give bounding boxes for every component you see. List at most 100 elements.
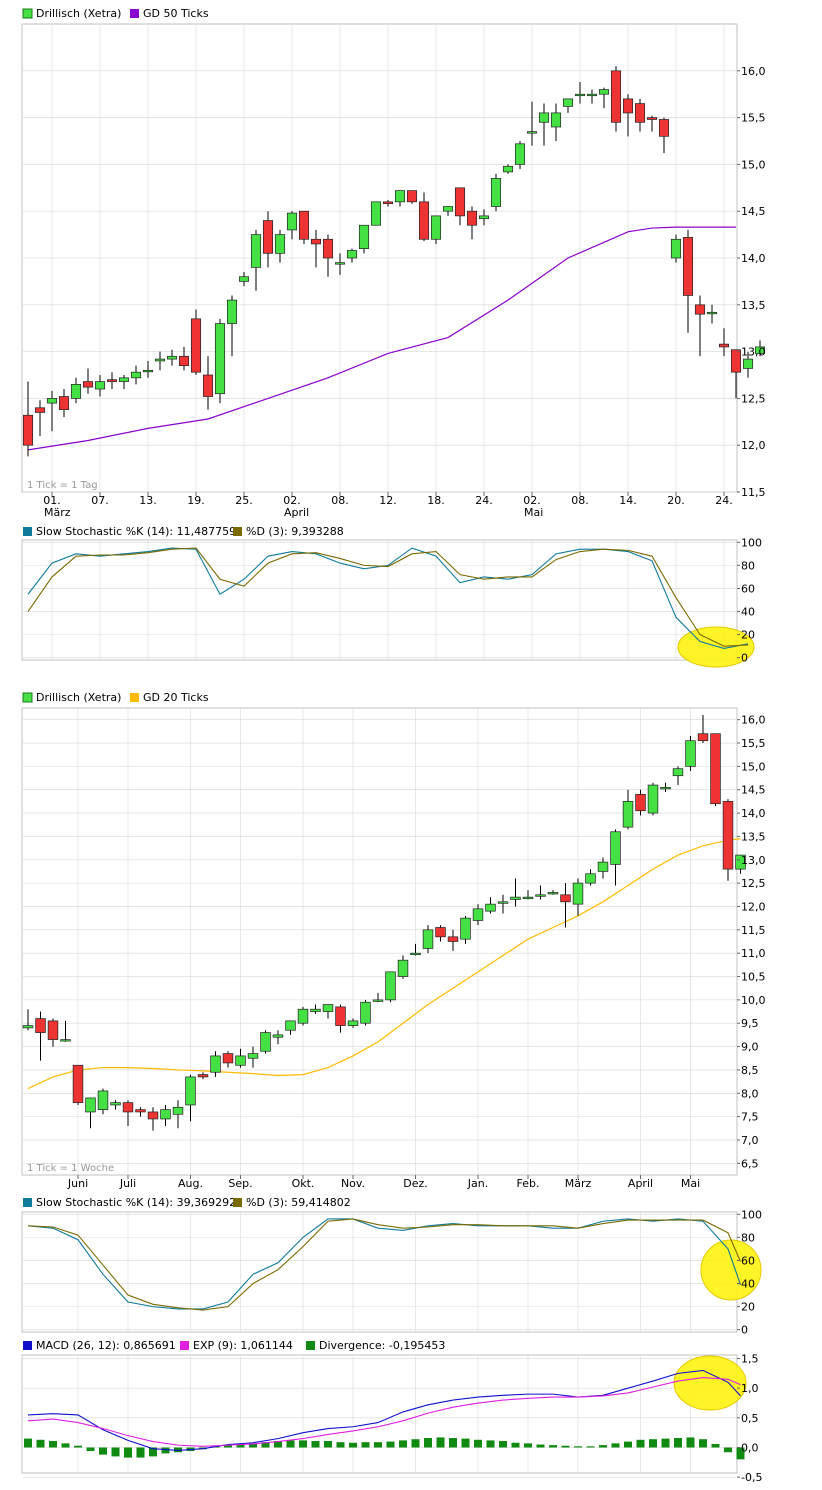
daily-legend-ma: GD 50 Ticks: [143, 7, 209, 20]
candle-up: [585, 873, 596, 884]
candle-up: [94, 381, 106, 390]
candle-up: [497, 901, 509, 904]
weekly-macd-lines: [27, 1369, 741, 1452]
ma-line: [27, 226, 736, 451]
y-tick-label: 16,0: [741, 65, 766, 78]
divergence-bar: [249, 1443, 257, 1448]
weekly-macd-panel: MACD (26, 12): 0,865691 EXP (9): 1,06114…: [21, 1339, 762, 1484]
ma20-legend-icon: [130, 693, 139, 702]
candle-down: [447, 936, 459, 942]
candle-down: [335, 1006, 346, 1026]
ma50-legend-icon: [130, 9, 139, 18]
candle-up: [394, 190, 406, 203]
candle-down: [560, 894, 571, 903]
candle-up: [490, 178, 502, 207]
candle-up: [272, 1034, 284, 1038]
divergence-bars: [24, 1437, 745, 1460]
divergence-bar: [261, 1442, 270, 1448]
daily-stoch-legend-k: Slow Stochastic %K (14): 11,487759: [36, 525, 236, 538]
candle-up: [510, 896, 521, 900]
candle-down: [718, 343, 730, 348]
k-legend-icon: [23, 1198, 32, 1207]
y-tick-label: 15,5: [741, 112, 766, 125]
d-legend-icon: [233, 527, 242, 536]
y-tick-label: 9,0: [741, 1041, 759, 1054]
divergence-bar: [524, 1443, 532, 1448]
y-tick-label: 12,0: [741, 900, 766, 913]
k-legend-icon: [23, 527, 32, 536]
candle-down: [135, 1109, 146, 1113]
candle-down: [710, 733, 721, 805]
divergence-bar: [461, 1438, 470, 1448]
candle-down: [72, 1064, 84, 1103]
divergence-bar: [411, 1439, 420, 1448]
divergence-bar: [711, 1443, 720, 1448]
x-tick-label: 25.: [235, 494, 253, 507]
divergence-bar: [174, 1447, 182, 1453]
divergence-bar: [674, 1438, 682, 1448]
y-tick-label: 14,0: [741, 252, 766, 265]
candle-down: [435, 927, 446, 938]
ma-line: [27, 838, 741, 1090]
x-tick-label: 20.: [667, 494, 685, 507]
y-tick-label: 12,0: [741, 439, 766, 452]
candle-down: [634, 103, 646, 123]
daily-ma50-line: [27, 226, 736, 451]
candle-down: [322, 238, 334, 259]
candle-down: [730, 349, 742, 373]
x-tick-label: 24.: [475, 494, 493, 507]
x-tick-label: März: [565, 1177, 592, 1190]
candle-up: [160, 1109, 171, 1120]
x-tick-label: Okt.: [292, 1177, 315, 1190]
daily-stoch-grid: [23, 541, 736, 659]
divergence-bar: [61, 1443, 70, 1448]
candle-up: [226, 299, 238, 324]
candle-up: [735, 854, 746, 870]
candle-up: [214, 323, 226, 395]
divergence-bar: [549, 1445, 557, 1448]
y-tick-label: 13,0: [741, 854, 766, 867]
divergence-bar: [299, 1440, 307, 1448]
series-line-0: [27, 1369, 741, 1452]
x-tick-label: 13.: [139, 494, 157, 507]
candle-up: [22, 1025, 34, 1029]
y-tick-label: 80: [741, 1231, 755, 1244]
candle-up: [502, 165, 514, 173]
month-label: Mai: [524, 506, 543, 519]
candle-up: [574, 93, 586, 97]
candle-up: [397, 959, 409, 977]
daily-price-panel: Drillisch (Xetra) GD 50 Ticks 11,5 12,0 12…: [21, 7, 766, 519]
x-tick-label: 12.: [379, 494, 397, 507]
weekly-stoch-legend-k: Slow Stochastic %K (14): 39,369292: [36, 1196, 236, 1209]
candle-up: [610, 831, 621, 865]
series-line-0: [27, 547, 749, 650]
weekly-plot-frame: [21, 707, 738, 1176]
y-tick-label: 10,0: [741, 994, 766, 1007]
candle-up: [235, 1055, 246, 1066]
x-tick-label: 08.: [331, 494, 349, 507]
daily-candles: [22, 66, 766, 457]
candle-down: [658, 119, 670, 137]
divergence-bar: [511, 1442, 520, 1448]
candle-up: [110, 1102, 121, 1106]
y-tick-label: 12,5: [741, 392, 766, 405]
divergence-bar: [611, 1443, 620, 1448]
candle-up: [172, 1106, 184, 1115]
candle-up: [250, 234, 262, 268]
divergence-bar: [386, 1441, 395, 1448]
divergence-bar: [86, 1447, 95, 1452]
x-tick-label: 02.: [283, 494, 301, 507]
y-tick-label: 8,5: [741, 1064, 759, 1077]
y-tick-label: 15,0: [741, 158, 766, 171]
x-tick-label: Aug.: [178, 1177, 203, 1190]
divergence-bar: [236, 1443, 245, 1448]
y-tick-label: 10,5: [741, 971, 766, 984]
candle-up: [247, 1053, 259, 1059]
divergence-bar: [124, 1447, 132, 1458]
candle-down: [406, 190, 418, 203]
divergence-bar: [324, 1440, 332, 1448]
x-tick-label: 18.: [427, 494, 445, 507]
candle-down: [310, 238, 322, 245]
y-tick-label: -0,5: [741, 1471, 762, 1484]
